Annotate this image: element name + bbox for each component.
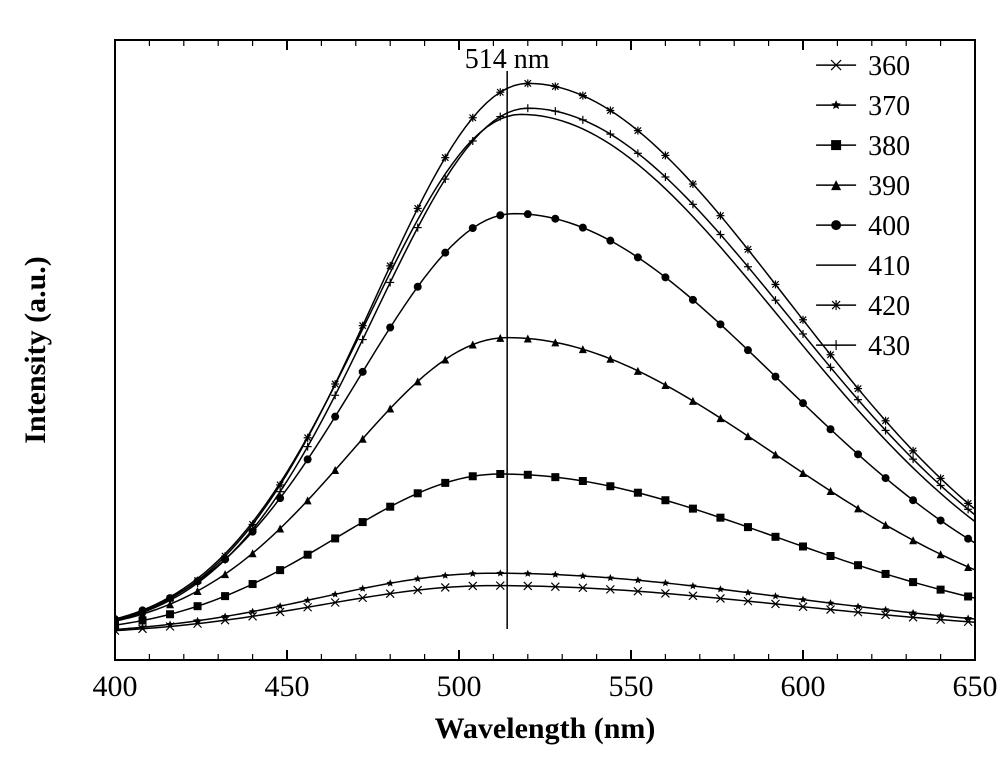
x-tick-label: 600 [781, 670, 826, 703]
y-axis-label: Intensity (a.u.) [19, 256, 52, 444]
series-370 [111, 569, 975, 632]
legend-item-label: 410 [868, 251, 910, 282]
legend-item-label: 370 [868, 91, 910, 122]
chart-svg: 400 450 500 550 600 650 Wavelength (nm) Intensi… [0, 0, 1000, 772]
x-axis-label: Wavelength (nm) [435, 712, 656, 745]
x-tick-label: 500 [437, 670, 482, 703]
legend-item-label: 380 [868, 131, 910, 162]
series-430 [111, 104, 975, 625]
legend-item-label: 430 [868, 331, 910, 362]
x-tick-label: 450 [265, 670, 310, 703]
chart-legend: 360 370 380 390 400 410 420 430 [816, 51, 910, 362]
series-390 [111, 334, 975, 625]
peak-annotation: 514 nm [465, 44, 550, 75]
legend-item-label: 390 [868, 171, 910, 202]
spectrum-chart: 400 450 500 550 600 650 Wavelength (nm) Intensi… [0, 0, 1000, 772]
legend-item-label: 420 [868, 291, 910, 322]
x-tick-label: 650 [953, 670, 998, 703]
x-tick-label: 400 [93, 670, 138, 703]
series-410 [115, 114, 975, 619]
x-tick-label: 550 [609, 670, 654, 703]
legend-item-label: 400 [868, 211, 910, 242]
legend-item-label: 360 [868, 51, 910, 82]
